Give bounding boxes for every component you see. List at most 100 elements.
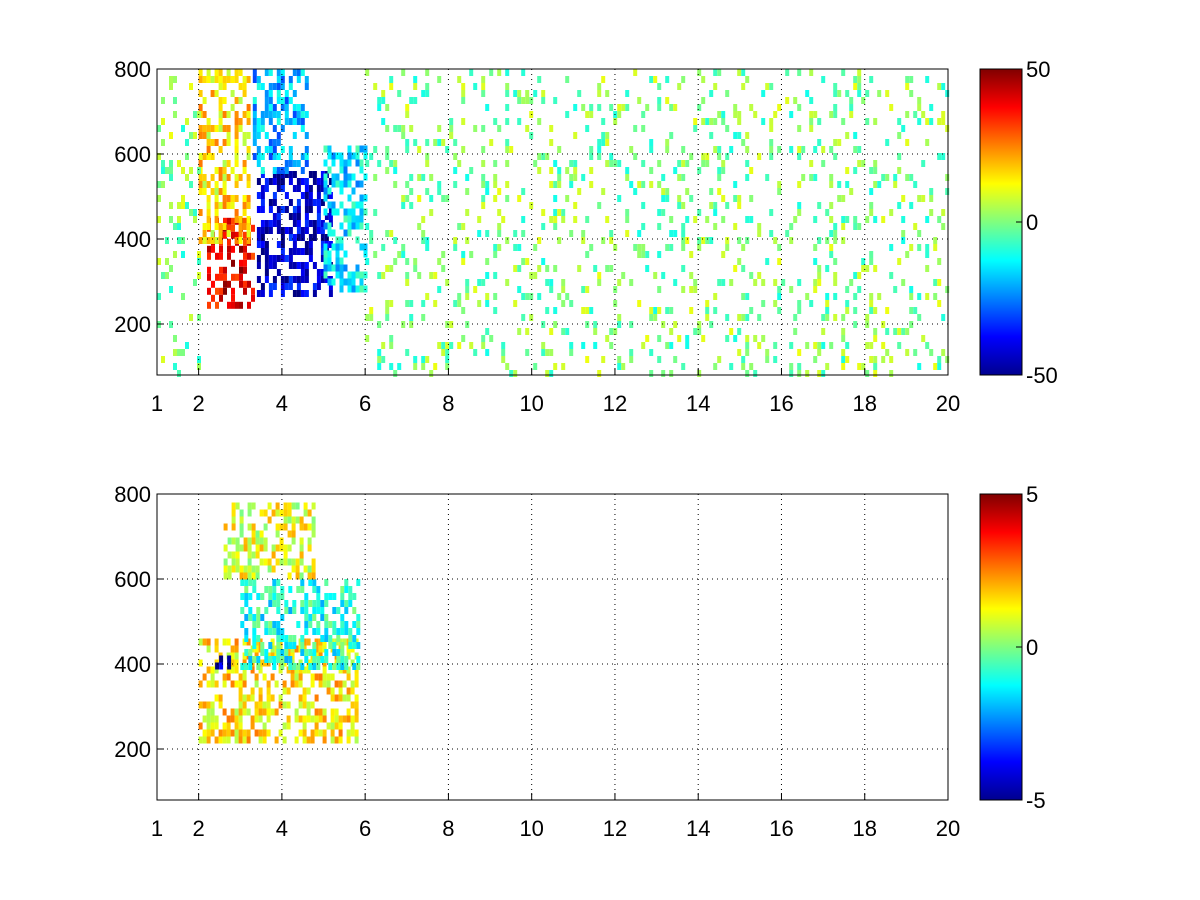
heatmap-cell-region-2 — [284, 255, 289, 262]
heatmap-cell-region-3 — [256, 153, 261, 160]
heatmap-cell-region-6 — [437, 139, 442, 146]
heatmap-cell-region-0 — [350, 722, 355, 730]
heatmap-cell-region-6 — [601, 139, 606, 146]
heatmap-cell-region-6 — [829, 230, 834, 237]
heatmap-cell-region-6 — [741, 265, 746, 272]
heatmap-cell-region-4 — [323, 243, 328, 251]
heatmap-cell-region-6 — [393, 258, 398, 265]
heatmap-cell-region-6 — [709, 132, 714, 139]
heatmap-cell-region-6 — [913, 181, 918, 188]
heatmap-cell-region-2 — [307, 565, 312, 573]
heatmap-cell-region-2 — [256, 255, 261, 262]
heatmap-cell-region-0 — [222, 673, 227, 681]
heatmap-cell-region-3 — [268, 153, 273, 160]
heatmap-cell-region-6 — [881, 342, 886, 349]
heatmap-cell-region-1 — [202, 230, 207, 237]
heatmap-cell-region-2 — [291, 530, 296, 538]
heatmap-cell-region-6 — [757, 153, 762, 160]
heatmap-cell-region-6 — [409, 125, 414, 132]
heatmap-cell-region-6 — [829, 202, 834, 209]
heatmap-cell-region-6 — [641, 223, 646, 230]
heatmap-cell-region-6 — [833, 139, 838, 146]
heatmap-cell-region-4 — [339, 236, 344, 244]
heatmap-cell-region-0 — [242, 673, 247, 681]
heatmap-cell-region-1 — [234, 139, 239, 146]
heatmap-cell-region-1 — [356, 621, 361, 628]
heatmap-cell-region-0 — [314, 645, 319, 653]
heatmap-cell-region-6 — [573, 174, 578, 181]
heatmap-cell-region-6 — [385, 314, 390, 321]
heatmap-cell-region-6 — [893, 174, 898, 181]
heatmap-cell-region-3 — [288, 153, 293, 160]
heatmap-cell-region-3 — [264, 104, 269, 111]
x-tick-label: 1 — [151, 816, 163, 841]
heatmap-cell-region-6 — [649, 349, 654, 356]
heatmap-cell-region-6 — [733, 335, 738, 342]
heatmap-cell-region-6 — [437, 188, 442, 195]
heatmap-cell-region-2 — [283, 544, 288, 552]
heatmap-cell-region-6 — [445, 363, 450, 370]
heatmap-cell-region-0 — [346, 708, 351, 716]
heatmap-cell-region-2 — [268, 220, 273, 227]
heatmap-cell-region-2 — [299, 537, 304, 545]
heatmap-cell-region-6 — [937, 279, 942, 286]
heatmap-cell-region-3 — [256, 160, 261, 167]
heatmap-cell-region-2 — [292, 213, 297, 220]
heatmap-cell-region-6 — [377, 363, 382, 370]
heatmap-cell-region-5 — [161, 167, 165, 174]
heatmap-cell-region-1 — [230, 104, 235, 111]
heatmap-cell-region-6 — [409, 174, 414, 181]
heatmap-cell-region-6 — [865, 370, 870, 377]
heatmap-cell-region-1 — [214, 202, 219, 209]
heatmap-cell-region-6 — [429, 195, 434, 202]
heatmap-cell-region-3 — [292, 111, 297, 118]
heatmap-cell-region-6 — [929, 118, 934, 125]
heatmap-cell-region-6 — [549, 125, 554, 132]
heatmap-cell-region-6 — [797, 181, 802, 188]
heatmap-cell-region-6 — [561, 279, 566, 286]
heatmap-cell-region-0 — [215, 252, 219, 260]
heatmap-cell-region-6 — [701, 153, 706, 160]
heatmap-cell-region-1 — [202, 181, 207, 188]
heatmap-cell-region-1 — [210, 237, 215, 244]
heatmap-cell-region-6 — [889, 370, 894, 377]
heatmap-cell-region-6 — [797, 363, 802, 370]
heatmap-cell-region-6 — [573, 160, 578, 167]
heatmap-cell-region-0 — [250, 687, 255, 695]
heatmap-cell-region-0 — [202, 701, 207, 709]
heatmap-cell-region-3 — [292, 69, 297, 76]
heatmap-cell-region-6 — [789, 363, 794, 370]
heatmap-cell-region-1 — [222, 202, 227, 209]
heatmap-cell-region-0 — [262, 736, 267, 744]
heatmap-cell-region-6 — [889, 209, 894, 216]
heatmap-cell-region-2 — [316, 178, 321, 185]
heatmap-cell-region-1 — [206, 139, 211, 146]
heatmap-cell-region-3 — [272, 139, 277, 146]
heatmap-cell-region-6 — [617, 321, 622, 328]
heatmap-cell-region-0 — [338, 694, 343, 702]
heatmap-cell-region-5 — [185, 202, 189, 209]
heatmap-cell-region-6 — [925, 251, 930, 258]
heatmap-cell-region-4 — [343, 215, 348, 223]
heatmap-cell-region-0 — [350, 715, 355, 723]
heatmap-cell-region-0 — [231, 287, 235, 295]
heatmap-cell-region-4 — [339, 180, 344, 188]
heatmap-cell-region-6 — [609, 230, 614, 237]
heatmap-cell-region-6 — [933, 244, 938, 251]
heatmap-cell-region-1 — [276, 635, 281, 642]
heatmap-cell-region-2 — [280, 227, 285, 234]
heatmap-cell-region-1 — [198, 174, 203, 181]
heatmap-cell-region-4 — [331, 229, 336, 237]
heatmap-cell-region-1 — [356, 614, 361, 621]
heatmap-cell-region-6 — [401, 195, 406, 202]
heatmap-cell-region-6 — [677, 202, 682, 209]
heatmap-cell-region-4 — [351, 278, 356, 286]
heatmap-cell-region-6 — [597, 146, 602, 153]
heatmap-cell-region-6 — [749, 363, 754, 370]
heatmap-cell-region-6 — [797, 209, 802, 216]
heatmap-cell-region-6 — [685, 160, 690, 167]
heatmap-cell-region-1 — [324, 635, 329, 642]
heatmap-cell-region-1 — [272, 621, 277, 628]
heatmap-cell-region-0 — [342, 715, 347, 723]
heatmap-cell-region-3 — [256, 125, 261, 132]
